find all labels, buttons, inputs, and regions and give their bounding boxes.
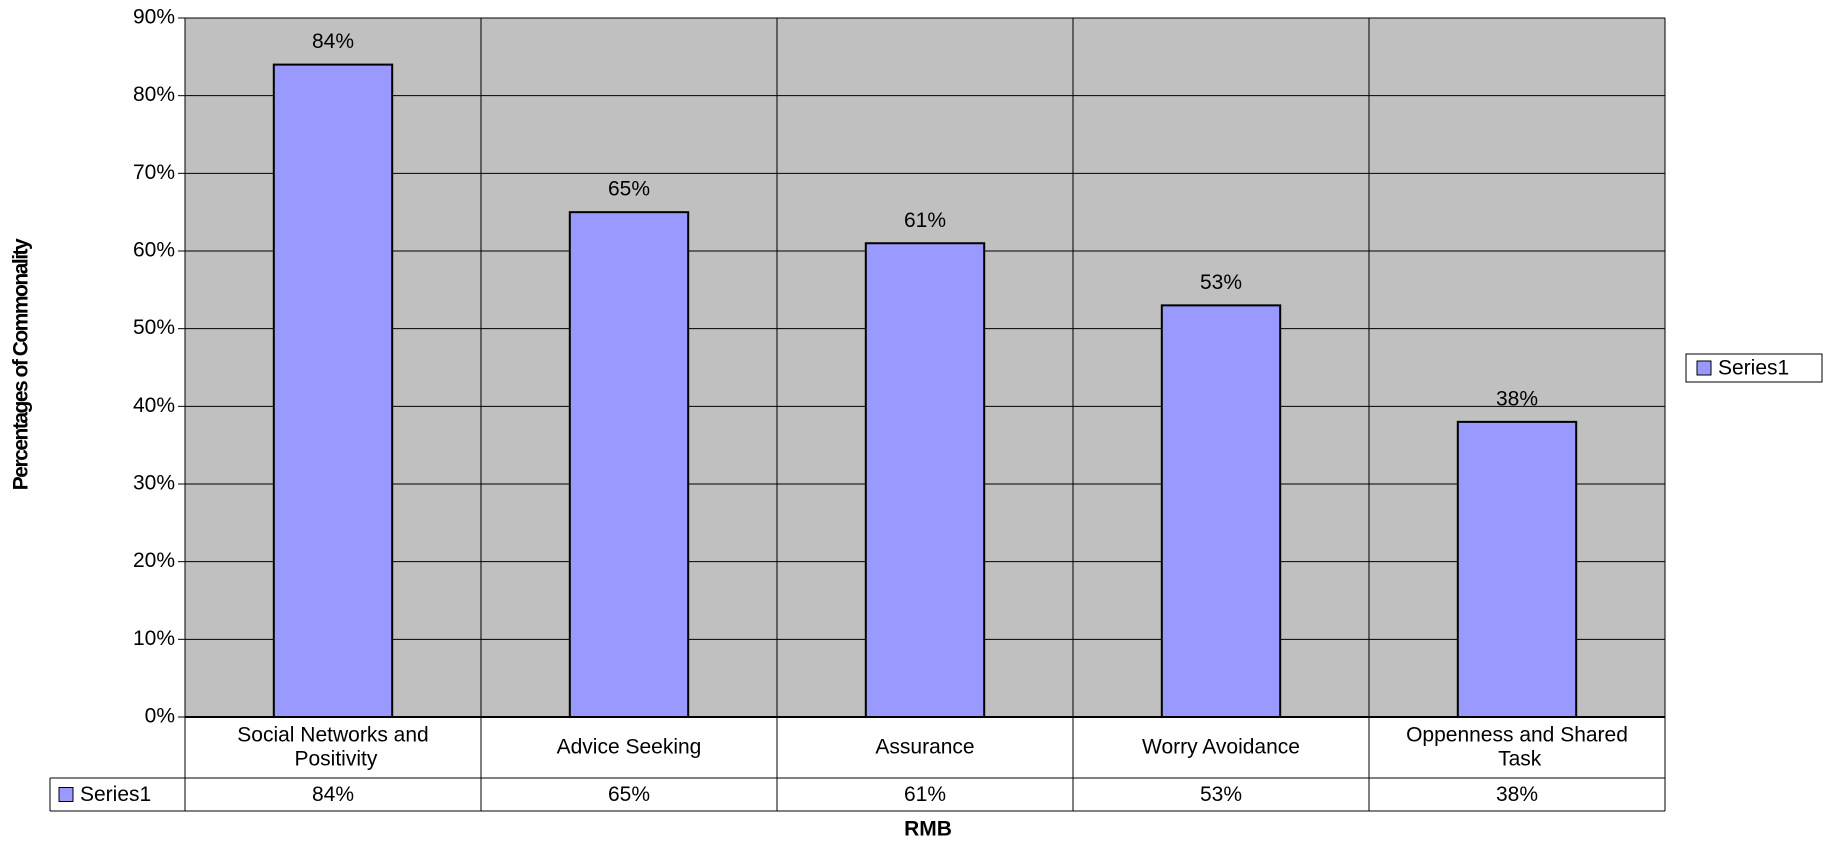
y-axis-title: Percentages of Commonality bbox=[10, 238, 33, 490]
table-value: 65% bbox=[608, 783, 650, 806]
y-tick-label: 40% bbox=[133, 394, 175, 417]
y-tick-label: 50% bbox=[133, 316, 175, 339]
bar bbox=[864, 242, 986, 718]
bar bbox=[272, 63, 394, 719]
table-value: 84% bbox=[312, 783, 354, 806]
x-tick-label: Worry Avoidance bbox=[1142, 735, 1300, 758]
y-tick-label: 90% bbox=[133, 6, 175, 29]
legend-key bbox=[1696, 360, 1712, 376]
x-tick-label: Assurance bbox=[875, 735, 974, 758]
bar bbox=[1160, 304, 1282, 718]
data-label: 84% bbox=[312, 30, 354, 53]
y-tick-label: 30% bbox=[133, 472, 175, 495]
legend-label: Series1 bbox=[1718, 357, 1789, 380]
table-legend-key bbox=[58, 787, 74, 802]
table-value: 38% bbox=[1496, 783, 1538, 806]
y-tick-label: 0% bbox=[145, 705, 175, 728]
data-label: 53% bbox=[1200, 271, 1242, 294]
x-tick-label: Social Networks and Positivity bbox=[237, 723, 428, 770]
y-tick-label: 70% bbox=[133, 161, 175, 184]
x-axis-title: RMB bbox=[904, 818, 952, 841]
bar bbox=[568, 211, 690, 719]
x-tick-label: Oppenness and Shared Task bbox=[1406, 723, 1628, 770]
x-tick-label: Advice Seeking bbox=[557, 735, 702, 758]
data-label: 38% bbox=[1496, 387, 1538, 410]
y-tick-label: 60% bbox=[133, 239, 175, 262]
table-value: 61% bbox=[904, 783, 946, 806]
y-tick-label: 10% bbox=[133, 627, 175, 650]
data-label: 61% bbox=[904, 209, 946, 232]
data-label: 65% bbox=[608, 178, 650, 201]
table-series-name: Series1 bbox=[80, 783, 151, 806]
table-value: 53% bbox=[1200, 783, 1242, 806]
y-tick-label: 80% bbox=[133, 83, 175, 106]
y-tick-label: 20% bbox=[133, 549, 175, 572]
bar bbox=[1456, 420, 1578, 718]
